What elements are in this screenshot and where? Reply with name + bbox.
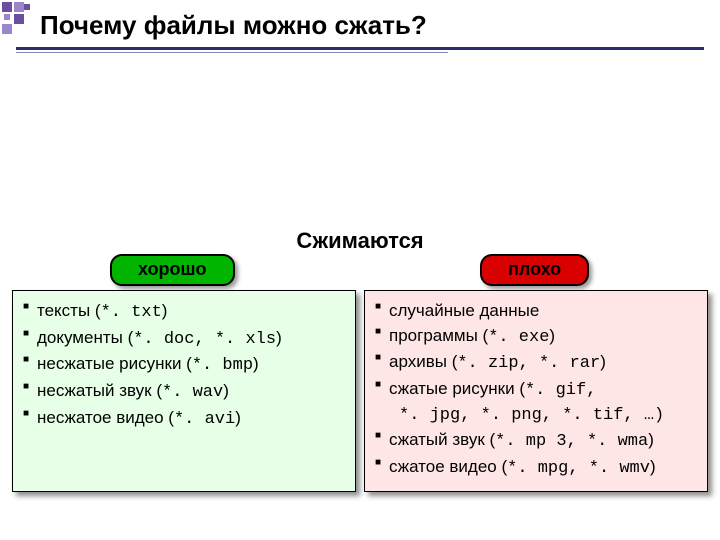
corner-logo	[2, 2, 36, 36]
bad-column: случайные данныепрограммы (*. exe)архивы…	[364, 290, 708, 492]
list-item: несжатое видео (*. avi)	[23, 406, 345, 433]
list-item: сжатые рисунки (*. gif,	[375, 377, 697, 404]
list-item: сжатое видео (*. mpg, *. wmv)	[375, 455, 697, 482]
section-label: Сжимаются	[0, 228, 720, 254]
list-item: случайные данные	[375, 299, 697, 324]
list-item: сжатый звук (*. mp 3, *. wma)	[375, 428, 697, 455]
list-item: документы (*. doc, *. xls)	[23, 326, 345, 353]
list-item: тексты (*. txt)	[23, 299, 345, 326]
list-item-continuation: *. jpg, *. png, *. tif, …)	[375, 404, 697, 429]
page-title: Почему файлы можно сжать?	[40, 10, 700, 41]
badge-good: хорошо	[110, 254, 235, 286]
list-item: программы (*. exe)	[375, 324, 697, 351]
badge-bad: плохо	[480, 254, 589, 286]
list-item: несжатые рисунки (*. bmp)	[23, 352, 345, 379]
list-item: архивы (*. zip, *. rar)	[375, 350, 697, 377]
good-column: тексты (*. txt)документы (*. doc, *. xls…	[12, 290, 356, 492]
divider-sub	[16, 52, 448, 53]
divider-main	[16, 47, 704, 50]
list-item: несжатый звук (*. wav)	[23, 379, 345, 406]
